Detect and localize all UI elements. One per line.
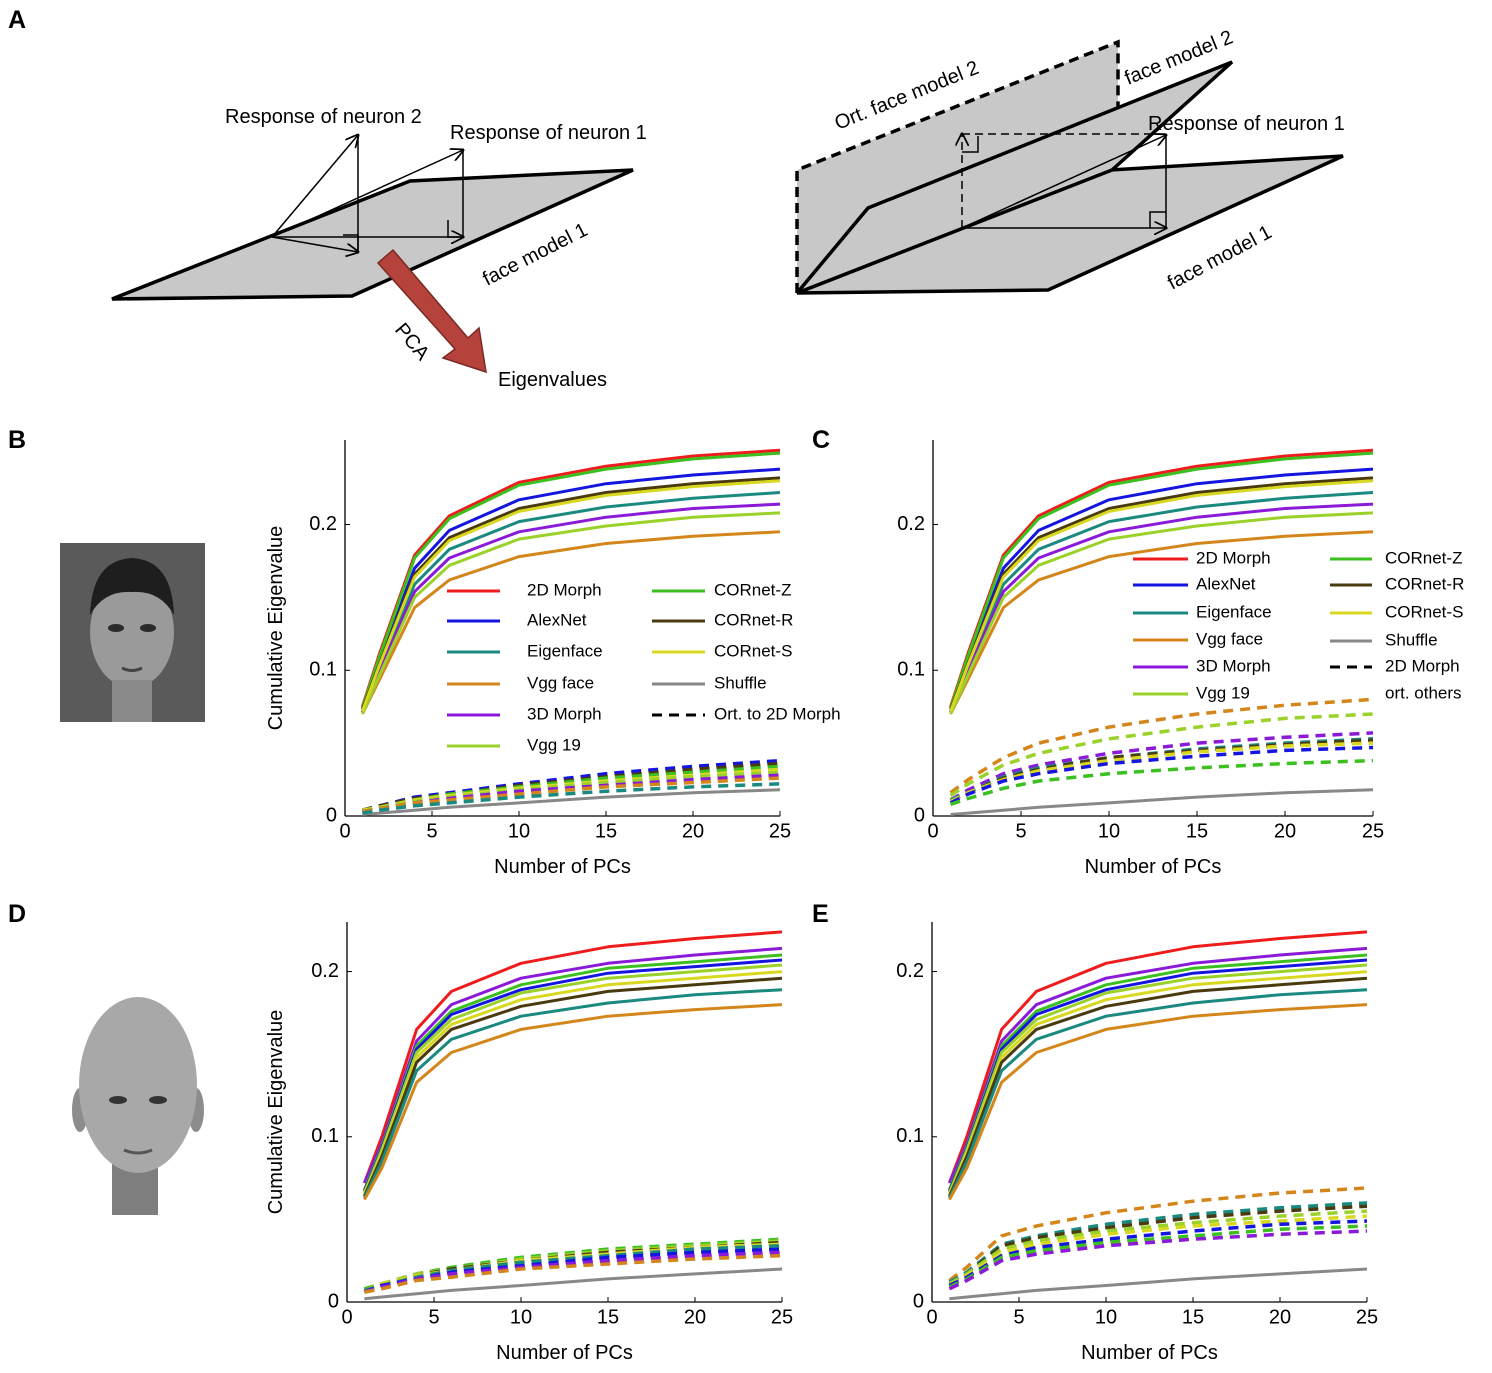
x-tick-label: 10 (510, 1306, 532, 1328)
panel-label: E (812, 900, 829, 928)
diagram-text: face model 2 (1122, 26, 1236, 89)
y-tick-label: 0.2 (896, 960, 924, 982)
diagram-text: Eigenvalues (498, 369, 607, 391)
legend-label: Shuffle (1385, 630, 1438, 649)
x-tick-label: 25 (1356, 1306, 1378, 1328)
x-tick-label: 0 (341, 1306, 352, 1328)
x-axis-label: Number of PCs (1081, 1342, 1218, 1364)
face-image (72, 997, 204, 1215)
x-tick-label: 15 (595, 820, 617, 842)
face-image (60, 543, 205, 722)
y-tick-label: 0.2 (897, 513, 925, 535)
x-tick-label: 25 (769, 820, 791, 842)
diagram-text: Response of neuron 2 (225, 106, 422, 128)
legend-label: 2D Morph (1385, 656, 1460, 675)
dashed-line (949, 1226, 1367, 1287)
y-tick-label: 0.1 (309, 659, 337, 681)
y-tick-label: 0 (913, 1290, 924, 1312)
line (949, 978, 1367, 1196)
panel-label: C (812, 426, 830, 454)
diagram-right (797, 42, 1343, 293)
line (949, 972, 1367, 1195)
y-tick-label: 0 (914, 804, 925, 826)
legend-label: Ort. to 2D Morph (714, 704, 841, 723)
y-tick-label: 0.1 (897, 659, 925, 681)
x-tick-label: 5 (426, 820, 437, 842)
pca-arrow (378, 250, 486, 372)
x-tick-label: 20 (682, 820, 704, 842)
legend-label: CORnet-R (714, 610, 793, 629)
x-tick-label: 20 (1274, 820, 1296, 842)
legend-label: AlexNet (1196, 574, 1256, 593)
y-axis-label: Cumulative Eigenvalue (265, 526, 287, 731)
x-tick-label: 20 (1269, 1306, 1291, 1328)
legend-label: Eigenface (1196, 602, 1272, 621)
legend-label: Vgg face (527, 673, 594, 692)
x-tick-label: 0 (926, 1306, 937, 1328)
panel-label: B (8, 426, 26, 454)
x-tick-label: 15 (1182, 1306, 1204, 1328)
legend-label: CORnet-S (714, 641, 792, 660)
y-tick-label: 0 (326, 804, 337, 826)
legend-label: CORnet-S (1385, 602, 1463, 621)
legend-label: Vgg 19 (1196, 683, 1250, 702)
x-tick-label: 15 (597, 1306, 619, 1328)
x-tick-label: 20 (684, 1306, 706, 1328)
legend-label: CORnet-R (1385, 574, 1464, 593)
x-tick-label: 0 (927, 820, 938, 842)
legend-label: CORnet-Z (1385, 548, 1462, 567)
chart: E 0 5 10 15 20 25 0 0.1 0.2 Number of PCs (812, 900, 1378, 1364)
panel-label: D (8, 900, 26, 928)
x-tick-label: 5 (428, 1306, 439, 1328)
line (951, 790, 1373, 815)
legend-label: Eigenface (527, 641, 603, 660)
legend-label: Shuffle (714, 673, 767, 692)
x-tick-label: 10 (1095, 1306, 1117, 1328)
legend-label: 3D Morph (527, 704, 602, 723)
x-tick-label: 25 (771, 1306, 793, 1328)
legend-label: Vgg face (1196, 629, 1263, 648)
legend-label: ort. others (1385, 683, 1462, 702)
chart: C 0 5 10 15 20 25 0 0.1 0.2 Number of PCs 2D Morph A… (812, 426, 1464, 878)
legend-label: AlexNet (527, 610, 587, 629)
panel-label: A (8, 6, 26, 34)
y-tick-label: 0.2 (309, 513, 337, 535)
x-tick-label: 10 (1098, 820, 1120, 842)
diagram-text: face model 1 (1164, 221, 1275, 294)
dashed-line (949, 1221, 1367, 1286)
y-tick-label: 0 (328, 1290, 339, 1312)
legend-label: 2D Morph (527, 580, 602, 599)
legend-label: 2D Morph (1196, 548, 1271, 567)
y-axis-label: Cumulative Eigenvalue (265, 1010, 287, 1215)
x-tick-label: 5 (1015, 820, 1026, 842)
diagram-text: PCA (390, 319, 434, 365)
legend-label: CORnet-Z (714, 580, 791, 599)
x-axis-label: Number of PCs (1085, 856, 1222, 878)
legend-label: Vgg 19 (527, 735, 581, 754)
line (364, 1269, 782, 1299)
dashed-line (951, 761, 1373, 805)
line (364, 978, 782, 1196)
line (364, 965, 782, 1193)
legend-label: 3D Morph (1196, 656, 1271, 675)
x-tick-label: 0 (339, 820, 350, 842)
line (949, 965, 1367, 1193)
line (364, 972, 782, 1195)
y-tick-label: 0.1 (311, 1125, 339, 1147)
line (949, 1269, 1367, 1299)
x-tick-label: 10 (508, 820, 530, 842)
figure: A Response of neuron 2 Response of neuro… (0, 0, 1492, 1373)
x-axis-label: Number of PCs (494, 856, 631, 878)
diagram-text: Response of neuron 1 (450, 122, 647, 144)
y-tick-label: 0.1 (896, 1125, 924, 1147)
diagram-text: Response of neuron 1 (1148, 113, 1345, 135)
y-tick-label: 0.2 (311, 960, 339, 982)
x-tick-label: 5 (1013, 1306, 1024, 1328)
x-tick-label: 15 (1186, 820, 1208, 842)
x-axis-label: Number of PCs (496, 1342, 633, 1364)
line (951, 493, 1373, 712)
x-tick-label: 25 (1362, 820, 1384, 842)
